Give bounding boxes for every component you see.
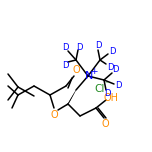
Text: O: O — [101, 119, 109, 129]
Text: N: N — [85, 71, 93, 81]
Text: ⁻: ⁻ — [105, 79, 109, 88]
Text: D: D — [62, 60, 68, 69]
Text: O: O — [50, 110, 58, 120]
Text: D: D — [107, 62, 113, 71]
Text: O: O — [72, 65, 80, 75]
Text: Cl: Cl — [95, 84, 105, 94]
Text: OH: OH — [104, 93, 119, 103]
Text: D: D — [76, 43, 82, 52]
Text: +: + — [90, 67, 98, 76]
Text: D: D — [112, 66, 118, 74]
Text: D: D — [109, 47, 115, 57]
Text: D: D — [104, 90, 110, 98]
Text: D: D — [95, 41, 101, 50]
Polygon shape — [67, 90, 76, 105]
Text: D: D — [115, 81, 121, 90]
Text: D: D — [62, 43, 68, 52]
